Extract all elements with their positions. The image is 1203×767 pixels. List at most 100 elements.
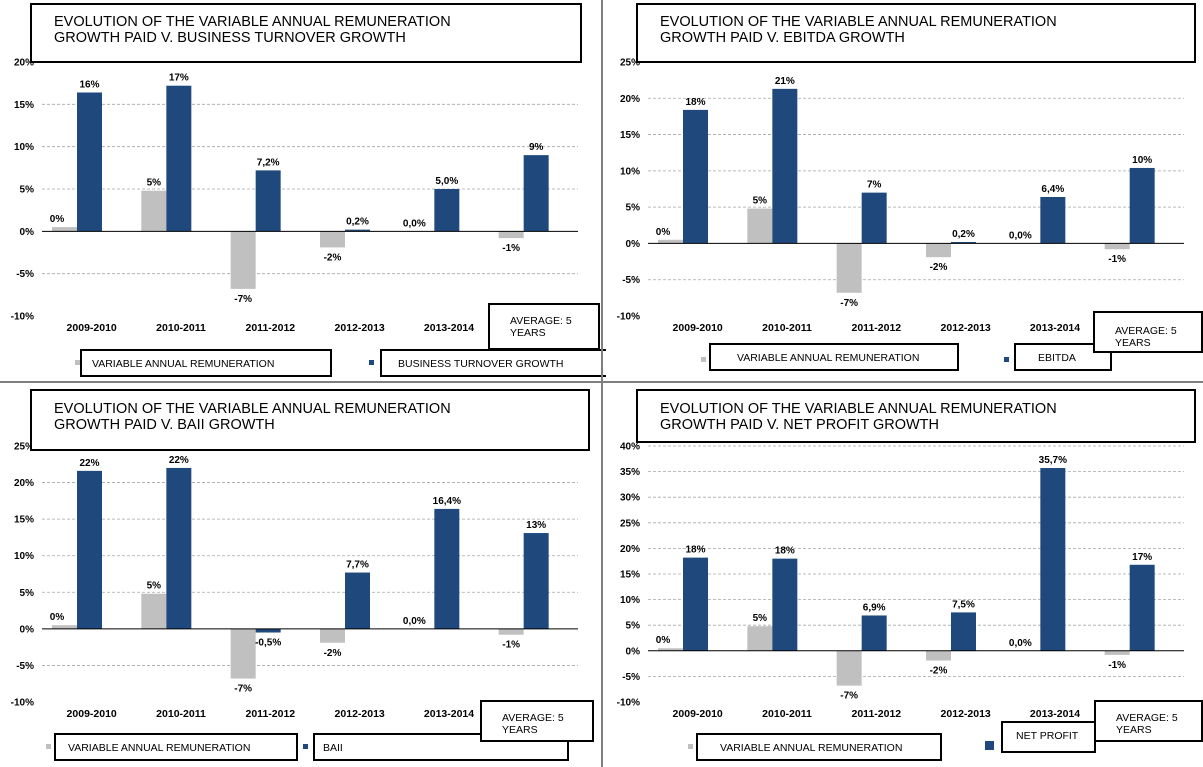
y-tick-label: -5% bbox=[16, 661, 34, 672]
legend-item-remuneration: VARIABLE ANNUAL REMUNERATION bbox=[54, 733, 298, 761]
y-tick-label: -5% bbox=[16, 269, 34, 280]
bar-remuneration bbox=[230, 628, 256, 679]
x-tick-label: 2013-2014 bbox=[1030, 322, 1080, 334]
x-tick-label: 2011-2012 bbox=[852, 708, 902, 720]
bar-remuneration bbox=[498, 231, 524, 239]
data-label: -7% bbox=[840, 298, 858, 309]
legend-item-remuneration: VARIABLE ANNUAL REMUNERATION bbox=[696, 733, 942, 761]
data-label: 0,0% bbox=[1009, 230, 1032, 241]
bar-metric bbox=[861, 192, 887, 244]
y-tick-label: 35% bbox=[620, 467, 640, 478]
data-label: 5% bbox=[753, 196, 768, 207]
bar-remuneration bbox=[230, 231, 256, 289]
y-tick-label: 20% bbox=[620, 94, 640, 105]
bar-remuneration bbox=[836, 650, 862, 686]
bar-metric bbox=[77, 470, 102, 629]
chart-svg-baii: -10% -5% 0% 5% 10% 15% 20% 25% 0% 5% -7% -2% 0,0% -1%… bbox=[11, 442, 578, 720]
x-tick-label: 2012-2013 bbox=[941, 708, 991, 720]
data-label: 0% bbox=[50, 612, 65, 623]
x-tick-label: 2011-2012 bbox=[852, 322, 902, 334]
data-label: 35,7% bbox=[1039, 455, 1067, 466]
data-label: -7% bbox=[234, 294, 252, 305]
chart-title-line2: GROWTH PAID V. NET PROFIT GROWTH bbox=[660, 417, 940, 433]
data-label: -1% bbox=[1108, 254, 1126, 265]
x-tick-label: 2009-2010 bbox=[673, 708, 723, 720]
bar-remuneration bbox=[747, 626, 773, 651]
data-label: 16% bbox=[79, 79, 99, 90]
x-tick-label: 2012-2013 bbox=[335, 322, 385, 334]
chart-title-line1: EVOLUTION OF THE VARIABLE ANNUAL REMUNER… bbox=[54, 401, 451, 417]
x-tick-label: 2012-2013 bbox=[941, 322, 991, 334]
data-label: -1% bbox=[502, 243, 520, 254]
chart-title: EVOLUTION OF THE VARIABLE ANNUAL REMUNER… bbox=[636, 389, 1196, 443]
bar-metric bbox=[951, 241, 976, 244]
bar-metric bbox=[77, 92, 102, 232]
bar-remuneration bbox=[141, 190, 167, 232]
average-label: AVERAGE: 5 YEARS bbox=[1116, 712, 1178, 736]
bar-metric bbox=[345, 229, 370, 232]
y-tick-label: -10% bbox=[617, 698, 640, 709]
data-label: -7% bbox=[840, 691, 858, 702]
data-label: 0,0% bbox=[403, 616, 426, 627]
x-tick-label: 2010-2011 bbox=[762, 708, 812, 720]
y-tick-label: -10% bbox=[617, 312, 640, 323]
chart-title-line2: GROWTH PAID V. EBITDA GROWTH bbox=[660, 30, 905, 46]
data-label: -1% bbox=[502, 640, 520, 651]
legend-label-turnover: BUSINESS TURNOVER GROWTH bbox=[398, 358, 564, 370]
x-tick-label: 2013-2014 bbox=[1030, 708, 1080, 720]
chart-title-line1: EVOLUTION OF THE VARIABLE ANNUAL REMUNER… bbox=[660, 401, 1057, 417]
y-tick-label: 10% bbox=[14, 142, 34, 153]
bar-metric bbox=[1129, 564, 1155, 651]
bar-remuneration bbox=[320, 628, 345, 643]
bar-metric bbox=[951, 612, 976, 651]
chart-panel-ebitda: -10% -5% 0% 5% 10% 15% 20% 25% 0% 5% -7% -2% 0,0% -1%… bbox=[606, 0, 1203, 380]
x-tick-label: 2012-2013 bbox=[335, 708, 385, 720]
chart-panel-net-profit: -10% -5% 0% 5% 10% 15% 20% 25% 30% 35% 40% 0% 5% -7% -… bbox=[606, 386, 1203, 767]
data-label: -1% bbox=[1108, 660, 1126, 671]
data-label: 18% bbox=[775, 546, 795, 557]
chart-title: EVOLUTION OF THE VARIABLE ANNUAL REMUNER… bbox=[30, 3, 582, 63]
chart-panel-turnover: -10% -5% 0% 5% 10% 15% 20% 0% 5% -7% -2% 0,0% -1% 16%… bbox=[0, 0, 626, 380]
bar-metric bbox=[166, 467, 192, 629]
x-tick-label: 2010-2011 bbox=[762, 322, 812, 334]
data-label: 17% bbox=[1132, 552, 1152, 563]
legend-label-ebitda: EBITDA bbox=[1038, 352, 1076, 364]
legend-label-remuneration: VARIABLE ANNUAL REMUNERATION bbox=[720, 742, 903, 754]
data-label: 0,2% bbox=[346, 217, 369, 228]
y-tick-label: 5% bbox=[626, 621, 641, 632]
average-label-box: AVERAGE: 5 YEARS bbox=[1093, 311, 1203, 353]
data-label: -0,5% bbox=[255, 638, 281, 649]
legend-item-remuneration: VARIABLE ANNUAL REMUNERATION bbox=[80, 349, 332, 377]
chart-title: EVOLUTION OF THE VARIABLE ANNUAL REMUNER… bbox=[30, 389, 590, 451]
x-tick-label: 2013-2014 bbox=[424, 322, 474, 334]
y-tick-label: 25% bbox=[620, 58, 640, 69]
x-tick-label: 2011-2012 bbox=[246, 708, 296, 720]
data-label: -7% bbox=[234, 684, 252, 695]
x-tick-label: 2009-2010 bbox=[67, 322, 117, 334]
legend-marker-remuneration bbox=[75, 360, 80, 365]
y-tick-label: 10% bbox=[620, 166, 640, 177]
legend-marker-ebitda bbox=[1004, 357, 1009, 362]
x-tick-label: 2010-2011 bbox=[156, 708, 206, 720]
data-label: 5% bbox=[147, 581, 162, 592]
y-tick-label: -10% bbox=[11, 698, 34, 709]
data-label: -2% bbox=[324, 648, 342, 659]
bar-remuneration bbox=[658, 239, 683, 244]
legend-marker-remuneration bbox=[701, 357, 706, 362]
data-label: 0% bbox=[656, 635, 671, 646]
data-label: 0,0% bbox=[1009, 638, 1032, 649]
data-label: 13% bbox=[526, 520, 546, 531]
bar-metric bbox=[683, 557, 708, 651]
chart-title-line1: EVOLUTION OF THE VARIABLE ANNUAL REMUNER… bbox=[660, 14, 1057, 30]
bar-remuneration bbox=[836, 243, 862, 293]
bar-metric bbox=[345, 572, 370, 629]
data-label: 16,4% bbox=[433, 496, 461, 507]
y-tick-label: 5% bbox=[20, 588, 35, 599]
data-label: 0,0% bbox=[403, 218, 426, 229]
data-label: 22% bbox=[169, 455, 189, 466]
legend-label-net-profit: NET PROFIT bbox=[1016, 730, 1079, 742]
y-tick-label: 0% bbox=[626, 646, 641, 657]
data-label: 18% bbox=[685, 545, 705, 556]
bar-remuneration bbox=[52, 625, 77, 629]
data-label: 17% bbox=[169, 73, 189, 84]
